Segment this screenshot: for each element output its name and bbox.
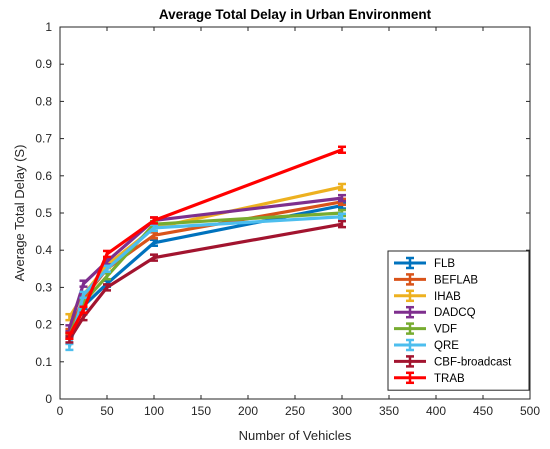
- legend-label: BEFLAB: [434, 274, 478, 286]
- y-tick-label: 1: [45, 20, 52, 34]
- data-point: [338, 193, 346, 203]
- data-point: [103, 264, 111, 274]
- data-point: [103, 249, 111, 259]
- legend: FLB BEFLAB IHAB DADCQ VDF QRE CBF-broadcast TRA…: [387, 250, 530, 391]
- legend-label: QRE: [434, 340, 459, 352]
- data-point: [338, 219, 346, 229]
- x-tick-label: 0: [57, 404, 64, 418]
- legend-label: CBF-broadcast: [434, 356, 512, 368]
- y-tick-label: 0.7: [35, 132, 52, 146]
- x-tick-label: 50: [100, 404, 114, 418]
- x-tick-label: 250: [285, 404, 305, 418]
- data-point: [79, 290, 88, 300]
- data-point: [65, 331, 74, 340]
- chart-title: Average Total Delay in Urban Environment: [159, 7, 432, 22]
- data-point: [65, 342, 74, 352]
- legend-box: [387, 250, 530, 391]
- x-tick-label: 300: [332, 404, 352, 418]
- y-tick-label: 0.5: [35, 206, 52, 220]
- x-tick-label: 100: [144, 404, 164, 418]
- y-tick-label: 0.1: [35, 355, 52, 369]
- data-point: [150, 216, 158, 225]
- y-tick-label: 0.3: [35, 280, 52, 294]
- y-axis-label: Average Total Delay (S): [12, 145, 27, 282]
- data-point: [150, 253, 158, 262]
- data-point: [150, 231, 158, 240]
- legend-label: DADCQ: [434, 307, 476, 319]
- x-axis: 0 50 100 150 200 250 300 350 400 450 500: [57, 27, 540, 418]
- data-point: [338, 212, 346, 221]
- y-tick-label: 0.2: [35, 318, 52, 332]
- x-tick-label: 400: [426, 404, 446, 418]
- y-tick-label: 0.9: [35, 57, 52, 71]
- data-point: [338, 182, 346, 192]
- y-tick-label: 0.4: [35, 243, 52, 257]
- legend-label: IHAB: [434, 291, 461, 303]
- x-tick-label: 150: [191, 404, 211, 418]
- legend-item: QRE: [394, 338, 459, 352]
- y-tick-label: 0.8: [35, 94, 52, 108]
- legend-item: VDF: [394, 322, 457, 336]
- series-layer: [65, 145, 346, 352]
- legend-item: TRAB: [394, 371, 465, 385]
- series-qre: [65, 212, 346, 352]
- x-tick-label: 450: [473, 404, 493, 418]
- x-tick-label: 350: [379, 404, 399, 418]
- y-axis: 0 0.1 0.2 0.3 0.4 0.5 0.6 0.7 0.8 0.9 1: [35, 20, 530, 406]
- legend-item: DADCQ: [394, 305, 476, 319]
- legend-item: IHAB: [394, 289, 461, 303]
- legend-item: FLB: [394, 256, 455, 270]
- legend-label: FLB: [434, 258, 455, 270]
- x-tick-label: 500: [520, 404, 540, 418]
- legend-label: VDF: [434, 324, 457, 336]
- data-point: [150, 223, 158, 233]
- legend-label: TRAB: [434, 373, 465, 385]
- legend-item: CBF-broadcast: [394, 355, 512, 368]
- y-tick-label: 0: [45, 392, 52, 406]
- legend-item: BEFLAB: [394, 273, 478, 286]
- y-tick-label: 0.6: [35, 169, 52, 183]
- series-trab: [65, 145, 346, 340]
- x-axis-label: Number of Vehicles: [239, 428, 352, 443]
- data-point: [79, 279, 88, 288]
- x-tick-label: 200: [238, 404, 258, 418]
- data-point: [338, 145, 346, 154]
- data-point: [150, 238, 158, 247]
- data-point: [103, 283, 111, 292]
- data-point: [79, 305, 88, 314]
- series-cbf-broadcast: [65, 219, 346, 344]
